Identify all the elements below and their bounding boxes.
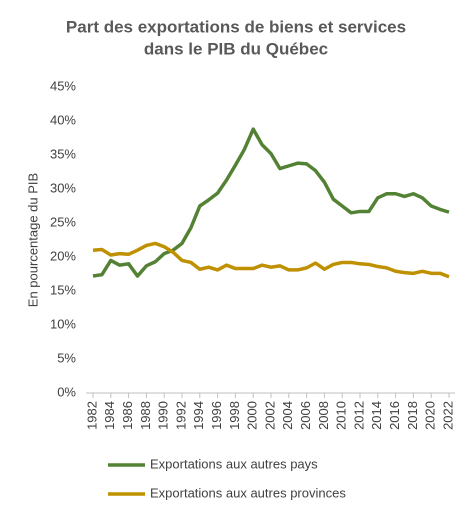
line bbox=[92, 241, 450, 279]
y-tick-label: 25% bbox=[50, 214, 76, 229]
x-tick-label: 1998 bbox=[227, 401, 242, 430]
y-tick-label: 40% bbox=[50, 112, 76, 127]
legend-label: Exportations aux autres pays bbox=[150, 456, 318, 471]
x-tick-label: 2010 bbox=[334, 401, 349, 430]
y-tick-label: 15% bbox=[50, 282, 76, 297]
x-tick-label: 2004 bbox=[280, 401, 295, 430]
x-tick-label: 1992 bbox=[173, 401, 188, 430]
x-tick-label: 2000 bbox=[245, 401, 260, 430]
x-tick-label: 1990 bbox=[156, 401, 171, 430]
x-tick-label: 2008 bbox=[316, 401, 331, 430]
y-tick-label: 35% bbox=[50, 146, 76, 161]
line bbox=[92, 127, 450, 278]
x-tick-label: 2016 bbox=[387, 401, 402, 430]
x-tick-label: 2006 bbox=[298, 401, 313, 430]
chart-title: dans le PIB du Québec bbox=[144, 39, 328, 58]
y-tick-label: 10% bbox=[50, 316, 76, 331]
y-tick-label: 20% bbox=[50, 248, 76, 263]
y-tick-label: 30% bbox=[50, 180, 76, 195]
y-tick-label: 5% bbox=[57, 350, 76, 365]
x-tick-label: 1982 bbox=[84, 401, 99, 430]
x-tick-label: 1988 bbox=[138, 401, 153, 430]
x-tick-label: 2002 bbox=[262, 401, 277, 430]
y-axis-label: En pourcentage du PIB bbox=[25, 173, 40, 307]
x-tick-label: 2020 bbox=[423, 401, 438, 430]
x-tick-label: 2018 bbox=[405, 401, 420, 430]
x-tick-label: 2022 bbox=[440, 401, 455, 430]
y-tick-label: 0% bbox=[57, 384, 76, 399]
chart-title: Part des exportations de biens et servic… bbox=[66, 17, 406, 36]
x-tick-label: 2012 bbox=[351, 401, 366, 430]
y-tick-label: 45% bbox=[50, 78, 76, 93]
x-tick-label: 1996 bbox=[209, 401, 224, 430]
x-tick-label: 1986 bbox=[120, 401, 135, 430]
legend-label: Exportations aux autres provinces bbox=[150, 485, 346, 500]
x-tick-label: 2014 bbox=[369, 401, 384, 430]
x-tick-label: 1984 bbox=[102, 401, 117, 430]
x-tick-label: 1994 bbox=[191, 401, 206, 430]
